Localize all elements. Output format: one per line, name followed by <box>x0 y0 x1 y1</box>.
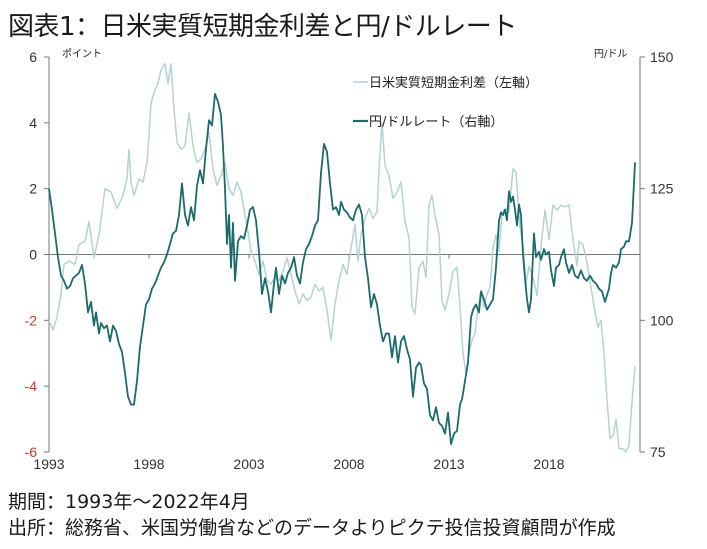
x-axis-ticks: 1993 1998 2003 2008 2013 2018 <box>33 254 565 472</box>
x-tick-label: 2008 <box>333 456 364 472</box>
x-tick-label: 2018 <box>533 456 564 472</box>
left-tick-label: 2 <box>29 181 37 197</box>
axes-group <box>48 57 641 452</box>
right-tick-label: 125 <box>650 181 674 197</box>
left-tick-label: -6 <box>25 444 38 460</box>
legend: 日米実質短期金利差（左軸） 円/ドルレート（右軸） <box>353 75 538 130</box>
x-tick-label: 1993 <box>33 456 64 472</box>
left-tick-label: 4 <box>29 115 37 131</box>
chart-title: 図表1：日米実質短期金利差と円/ドルレート <box>8 12 517 42</box>
x-tick-label: 2013 <box>433 456 464 472</box>
source-note: 出所：総務省、米国労働省などのデータよりピクテ投信投資顧問が作成 <box>8 517 616 539</box>
series-layer <box>48 62 636 453</box>
right-tick-label: 100 <box>650 312 674 328</box>
series-line-rate-diff <box>48 62 636 453</box>
left-tick-label: 0 <box>29 247 37 263</box>
left-axis-ticks: 6 4 2 0 -2 -4 -6 <box>25 49 49 460</box>
right-tick-label: 150 <box>650 49 674 65</box>
x-tick-label: 1998 <box>133 456 164 472</box>
right-axis-unit: 円/ドル <box>594 49 627 60</box>
series-line-usdjpy <box>48 93 636 445</box>
legend-label-rate-diff: 日米実質短期金利差（左軸） <box>369 75 538 91</box>
right-axis-ticks: 150 125 100 75 <box>640 49 674 460</box>
legend-label-usdjpy: 円/ドルレート（右軸） <box>369 115 503 130</box>
right-tick-label: 75 <box>650 444 666 460</box>
left-tick-label: -4 <box>25 378 38 394</box>
x-tick-label: 2003 <box>233 456 264 472</box>
left-tick-label: 6 <box>29 49 37 65</box>
left-tick-label: -2 <box>25 312 38 328</box>
period-note: 期間：1993年～2022年4月 <box>8 491 250 513</box>
left-axis-unit: ポイント <box>62 48 102 60</box>
